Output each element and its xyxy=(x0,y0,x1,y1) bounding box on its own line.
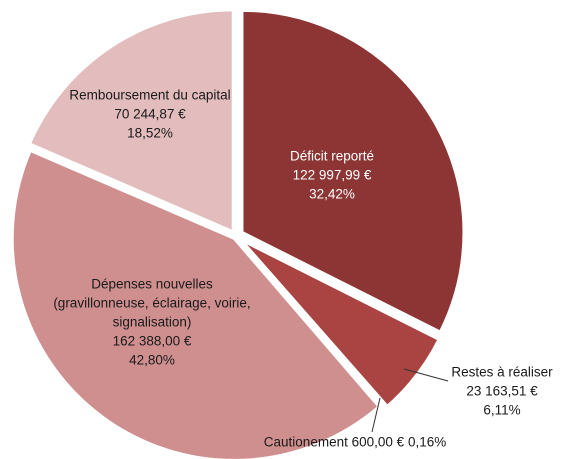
percent-label: 32,42% xyxy=(309,186,355,202)
pie-slice xyxy=(240,8,466,335)
category: Cautionement xyxy=(263,434,348,450)
category: Dépenses nouvelles (gravillonneuse, écla… xyxy=(53,276,251,330)
value-label: 122 997,99 € xyxy=(292,167,372,183)
category: Restes à réaliser xyxy=(451,364,553,380)
percent-label: 6,11% xyxy=(483,402,521,418)
value-label: 70 244,87 € xyxy=(114,106,186,122)
slice-label: Remboursement du capital 70 244,87 € 18,52… xyxy=(65,86,235,143)
slice-label: Cautionement 600,00 € 0,16% xyxy=(205,433,505,452)
leader-line xyxy=(403,368,449,382)
slice-label: Déficit reporté 122 997,99 € 32,42% xyxy=(267,147,397,204)
pie-slice xyxy=(27,8,235,235)
leader-line xyxy=(371,397,381,433)
pie-slice xyxy=(238,239,389,411)
pie-slice xyxy=(10,148,382,459)
category: Remboursement du capital xyxy=(69,87,231,103)
value-label: 600,00 € xyxy=(351,434,405,450)
value-label: 23 163,51 € xyxy=(466,383,538,399)
value-label: 162 388,00 € xyxy=(112,333,192,349)
percent-label: 42,80% xyxy=(129,352,175,368)
category: Déficit reporté xyxy=(289,148,375,164)
percent-label: 0,16% xyxy=(407,434,447,450)
slice-label: Dépenses nouvelles (gravillonneuse, écla… xyxy=(47,275,257,370)
slice-label: Restes à réaliser 23 163,51 € 6,11% xyxy=(437,363,567,420)
percent-label: 18,52% xyxy=(127,125,173,141)
